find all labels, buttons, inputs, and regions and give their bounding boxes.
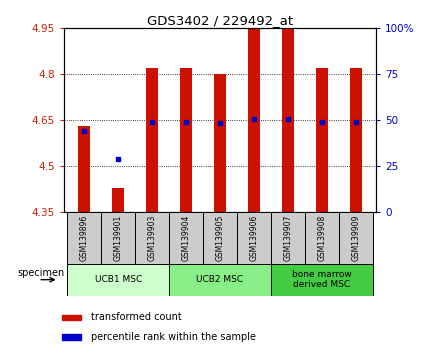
Bar <box>135 212 169 264</box>
Text: UCB2 MSC: UCB2 MSC <box>196 275 244 284</box>
Bar <box>271 212 305 264</box>
Text: GSM139906: GSM139906 <box>249 215 258 261</box>
Bar <box>112 188 124 212</box>
Text: bone marrow
derived MSC: bone marrow derived MSC <box>292 270 352 289</box>
Bar <box>101 212 135 264</box>
Bar <box>180 68 192 212</box>
Text: specimen: specimen <box>18 268 65 278</box>
Text: GSM139909: GSM139909 <box>351 215 360 261</box>
Text: GSM139907: GSM139907 <box>283 215 293 261</box>
Text: GSM139901: GSM139901 <box>114 215 123 261</box>
Bar <box>305 212 339 264</box>
Text: transformed count: transformed count <box>92 313 182 322</box>
Text: UCB1 MSC: UCB1 MSC <box>95 275 142 284</box>
Bar <box>350 68 362 212</box>
Bar <box>67 212 101 264</box>
Text: GSM139896: GSM139896 <box>80 215 89 261</box>
Bar <box>237 212 271 264</box>
Bar <box>214 74 226 212</box>
Bar <box>169 212 203 264</box>
Bar <box>248 28 260 212</box>
Bar <box>316 68 328 212</box>
Bar <box>169 264 271 296</box>
Bar <box>67 264 169 296</box>
Bar <box>203 212 237 264</box>
Bar <box>62 315 81 320</box>
Bar <box>62 335 81 340</box>
Text: GSM139903: GSM139903 <box>147 215 157 261</box>
Bar <box>282 28 294 212</box>
Text: GSM139908: GSM139908 <box>317 215 326 261</box>
Text: GSM139904: GSM139904 <box>182 215 191 261</box>
Bar <box>339 212 373 264</box>
Bar <box>271 264 373 296</box>
Text: percentile rank within the sample: percentile rank within the sample <box>92 332 256 342</box>
Bar <box>146 68 158 212</box>
Text: GSM139905: GSM139905 <box>216 215 224 261</box>
Bar <box>78 126 90 212</box>
Title: GDS3402 / 229492_at: GDS3402 / 229492_at <box>147 14 293 27</box>
